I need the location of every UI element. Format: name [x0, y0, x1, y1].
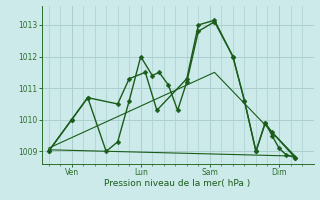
X-axis label: Pression niveau de la mer( hPa ): Pression niveau de la mer( hPa )	[104, 179, 251, 188]
